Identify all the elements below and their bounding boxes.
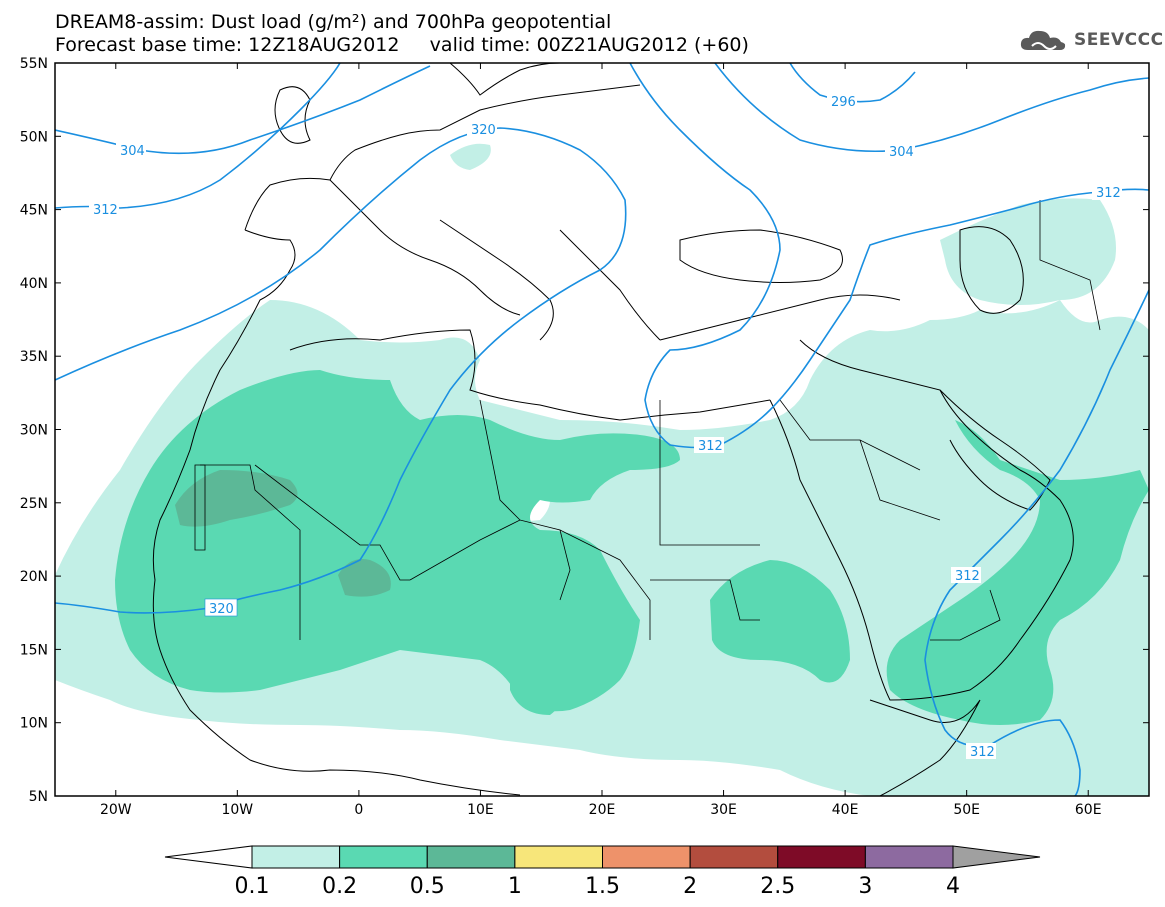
lat-label: 15N bbox=[20, 642, 48, 658]
contour-label: 296 bbox=[831, 95, 856, 110]
contour-labels: 304 312 320 296 312 312 304 312 312 320 bbox=[89, 93, 1122, 760]
dust-region-medium-arabia-west bbox=[710, 560, 850, 683]
contour-label: 312 bbox=[970, 745, 995, 760]
lat-label: 40N bbox=[20, 276, 48, 292]
lat-label: 30N bbox=[20, 423, 48, 439]
lon-label: 60E bbox=[1075, 802, 1102, 818]
contour-label: 312 bbox=[698, 439, 723, 454]
colorbar-label: 4 bbox=[946, 874, 960, 899]
colorbar-swatch bbox=[339, 845, 428, 869]
lat-label: 55N bbox=[20, 56, 48, 72]
colorbar: 0.1 0.2 0.5 1 1.5 2 2.5 3 4 bbox=[164, 845, 1041, 899]
contour-304-west bbox=[55, 65, 431, 155]
colorbar-label: 0.2 bbox=[322, 874, 357, 899]
lat-label: 35N bbox=[20, 349, 48, 365]
logo-text: SEEVCCC bbox=[1074, 30, 1164, 50]
lon-label: 0 bbox=[354, 802, 363, 818]
colorbar-swatch bbox=[602, 845, 691, 869]
dust-region-dense-mali bbox=[338, 559, 391, 597]
lat-label: 45N bbox=[20, 203, 48, 219]
latitude-axis: 55N 50N 45N 40N 35N 30N 25N 20N 15N 10N 5N bbox=[20, 56, 1149, 805]
contour-label: 312 bbox=[955, 569, 980, 584]
colorbar-swatch bbox=[689, 845, 779, 869]
contour-312-west bbox=[55, 63, 341, 209]
colorbar-swatch bbox=[426, 845, 516, 869]
dust-region-medium-sahara bbox=[115, 370, 680, 712]
contour-label: 320 bbox=[209, 602, 234, 617]
forecast-times: Forecast base time: 12Z18AUG2012 valid t… bbox=[55, 34, 749, 56]
lat-label: 20N bbox=[20, 569, 48, 585]
contour-312-arabia bbox=[924, 289, 1149, 796]
dust-load-shading bbox=[55, 143, 1149, 796]
lat-label: 50N bbox=[20, 129, 48, 145]
lon-label: 40E bbox=[832, 802, 859, 818]
dust-region-medium-sahel bbox=[510, 657, 564, 715]
coastlines bbox=[152, 63, 1074, 796]
colorbar-swatch bbox=[514, 845, 603, 869]
contour-label: 312 bbox=[93, 203, 118, 218]
lon-label: 20E bbox=[589, 802, 616, 818]
colorbar-swatch bbox=[864, 845, 954, 869]
lat-label: 10N bbox=[20, 716, 48, 732]
contour-320-north bbox=[55, 127, 627, 614]
dust-region-dense-mauritania bbox=[175, 470, 298, 527]
dust-region-medium-arabia-east bbox=[886, 420, 1149, 725]
colorbar-label: 2.5 bbox=[760, 874, 795, 899]
dust-region-light-europe bbox=[450, 143, 491, 170]
colorbar-low-arrow bbox=[164, 845, 253, 869]
colorbar-label: 2 bbox=[683, 874, 697, 899]
colorbar-label: 1 bbox=[508, 874, 522, 899]
contour-label: 320 bbox=[471, 123, 496, 138]
lon-label: 10W bbox=[221, 802, 253, 818]
lon-label: 10E bbox=[467, 802, 494, 818]
map-title: DREAM8-assim: Dust load (g/m²) and 700hP… bbox=[55, 11, 612, 33]
borders bbox=[194, 200, 1101, 641]
contour-label: 312 bbox=[1096, 186, 1121, 201]
colorbar-high-arrow bbox=[952, 845, 1041, 869]
longitude-axis: 20W 10W 0 10E 20E 30E 40E 50E 60E bbox=[100, 63, 1102, 818]
lat-label: 25N bbox=[20, 496, 48, 512]
lon-label: 50E bbox=[953, 802, 980, 818]
contour-304-east bbox=[714, 63, 1149, 153]
cloud-icon bbox=[1020, 30, 1066, 50]
lon-label: 30E bbox=[710, 802, 737, 818]
colorbar-label: 0.5 bbox=[410, 874, 445, 899]
colorbar-swatch bbox=[777, 845, 866, 869]
colorbar-label: 1.5 bbox=[585, 874, 620, 899]
colorbar-label: 0.1 bbox=[235, 874, 270, 899]
colorbar-swatch bbox=[251, 845, 341, 869]
contour-label: 304 bbox=[889, 145, 914, 160]
contour-label: 304 bbox=[120, 144, 145, 159]
dust-region-light-north bbox=[940, 198, 1116, 305]
lat-label: 5N bbox=[29, 789, 48, 805]
seevccc-logo: SEEVCCC bbox=[1018, 26, 1164, 54]
lon-label: 20W bbox=[100, 802, 132, 818]
colorbar-label: 3 bbox=[858, 874, 872, 899]
